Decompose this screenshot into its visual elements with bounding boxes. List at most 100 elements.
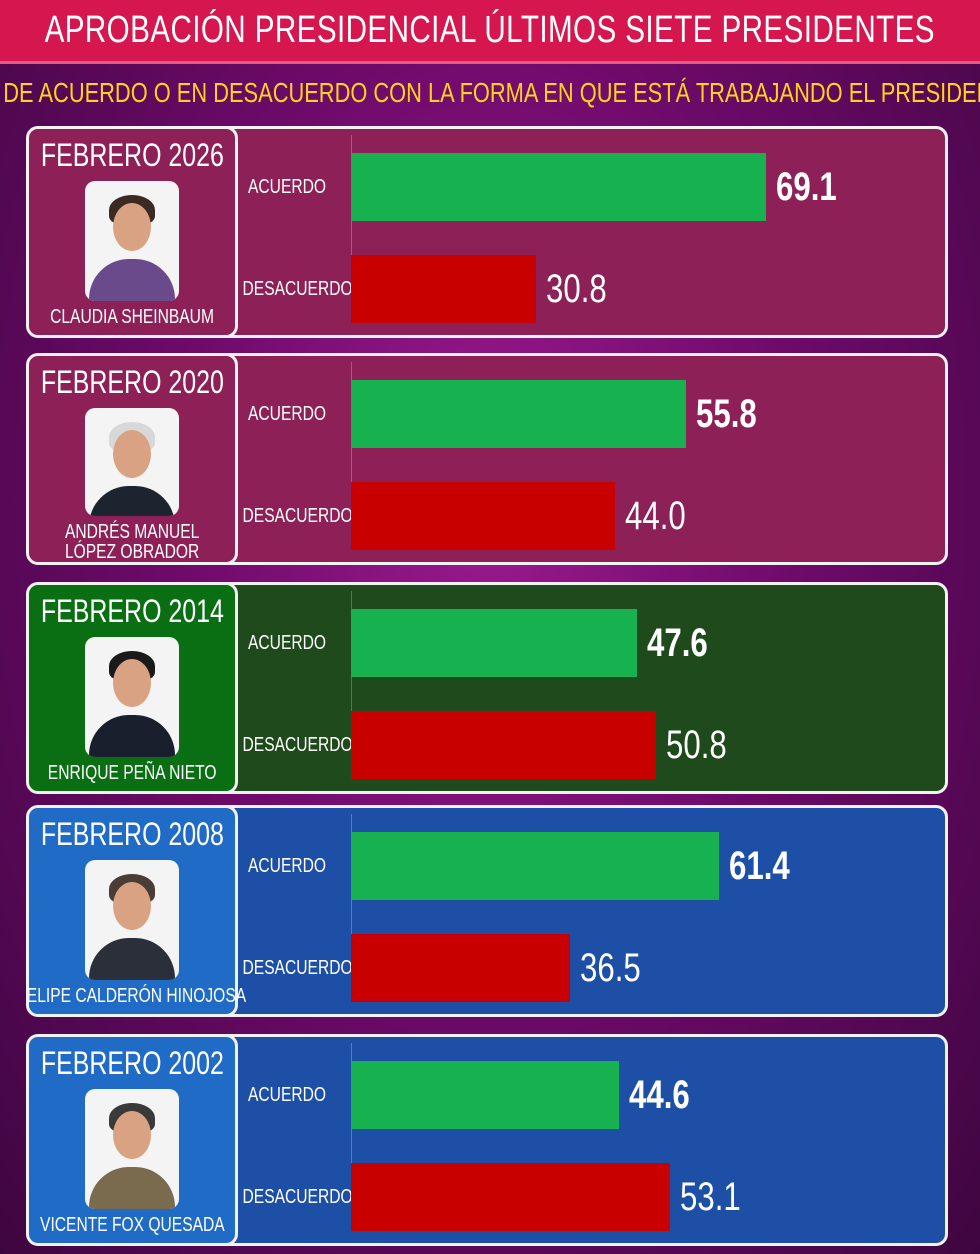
photo-body <box>89 938 175 980</box>
panel-date: FEBRERO 2014 <box>29 591 249 631</box>
value-axis <box>351 1043 352 1229</box>
president-name-line: LÓPEZ OBRADOR <box>46 542 218 562</box>
value-axis <box>351 591 352 777</box>
value-axis <box>351 362 352 548</box>
data-label-text: 69.1 <box>775 165 837 209</box>
president-name-line: ANDRÉS MANUEL <box>46 522 218 542</box>
category-label-acuerdo: ACUERDO <box>227 399 347 429</box>
data-label-acuerdo: 61.4 <box>729 832 807 900</box>
president-name: VICENTE FOX QUESADA <box>29 1214 250 1236</box>
panel-date: FEBRERO 2002 <box>29 1043 249 1083</box>
panel-date-text: FEBRERO 2002 <box>40 1045 224 1081</box>
category-label-acuerdo: ACUERDO <box>227 628 347 658</box>
panel-date-text: FEBRERO 2020 <box>40 364 224 400</box>
value-axis <box>351 135 352 321</box>
photo-head <box>113 430 151 478</box>
category-label-text: DESACUERDO <box>242 505 353 527</box>
category-label-desacuerdo: DESACUERDO <box>227 730 353 760</box>
president-name-text: FELIPE CALDERÓN HINOJOSA <box>26 985 247 1007</box>
data-label-desacuerdo: 44.0 <box>625 482 703 550</box>
panel-date: FEBRERO 2008 <box>29 814 249 854</box>
category-label-text: ACUERDO <box>247 632 326 654</box>
president-name-line: FELIPE CALDERÓN HINOJOSA <box>26 985 279 1007</box>
chart-title: APROBACIÓN PRESIDENCIAL ÚLTIMOS SIETE PR… <box>44 9 936 51</box>
president-card: FEBRERO 2020 ANDRÉS MANUEL LÓPEZ OBRADOR <box>29 356 238 562</box>
photo-head <box>113 659 151 707</box>
bar-desacuerdo <box>351 711 656 779</box>
title-band: APROBACIÓN PRESIDENCIAL ÚLTIMOS SIETE PR… <box>0 0 980 64</box>
photo-head <box>113 882 151 930</box>
president-card: FEBRERO 2014 ENRIQUE PEÑA NIETO <box>29 585 240 791</box>
president-name-text: ENRIQUE PEÑA NIETO <box>47 762 217 784</box>
bar-acuerdo <box>351 832 720 900</box>
bar-acuerdo <box>351 153 766 221</box>
data-label-desacuerdo: 36.5 <box>580 934 658 1002</box>
data-label-text: 55.8 <box>695 392 757 436</box>
data-label-text: 44.6 <box>628 1073 690 1117</box>
category-label-desacuerdo: DESACUERDO <box>227 274 353 304</box>
president-name-line: ENRIQUE PEÑA NIETO <box>29 762 240 784</box>
data-label-text: 53.1 <box>679 1175 741 1219</box>
bar-desacuerdo <box>351 255 536 323</box>
category-label-acuerdo: ACUERDO <box>227 172 347 202</box>
data-label-text: 61.4 <box>729 844 791 888</box>
president-photo <box>85 408 179 516</box>
president-photo <box>85 637 179 757</box>
category-label-desacuerdo: DESACUERDO <box>227 501 353 531</box>
category-label-text: DESACUERDO <box>242 957 353 979</box>
category-label-text: ACUERDO <box>247 1084 326 1106</box>
president-card: FEBRERO 2008 FELIPE CALDERÓN HINOJOSA <box>29 808 246 1014</box>
category-label-acuerdo: ACUERDO <box>227 851 347 881</box>
president-name-text: VICENTE FOX QUESADA <box>39 1214 225 1236</box>
photo-body <box>89 486 175 516</box>
data-label-text: 44.0 <box>625 494 686 538</box>
president-photo <box>85 181 179 301</box>
president-panel: FEBRERO 2020 ANDRÉS MANUEL LÓPEZ OBRADOR AC… <box>26 353 948 565</box>
panel-date-text: FEBRERO 2014 <box>40 593 224 629</box>
bar-desacuerdo <box>351 1163 670 1231</box>
president-name: CLAUDIA SHEINBAUM <box>29 306 237 328</box>
category-label-text: ACUERDO <box>247 855 326 877</box>
data-label-acuerdo: 69.1 <box>776 153 854 221</box>
president-photo <box>85 1089 179 1209</box>
president-panel: FEBRERO 2008 FELIPE CALDERÓN HINOJOSA ACUE… <box>26 805 948 1017</box>
category-label-acuerdo: ACUERDO <box>227 1080 347 1110</box>
photo-body <box>89 715 175 757</box>
panel-date: FEBRERO 2026 <box>29 135 249 175</box>
bar-desacuerdo <box>351 482 615 550</box>
data-label-acuerdo: 47.6 <box>647 609 725 677</box>
data-label-acuerdo: 55.8 <box>696 380 774 448</box>
bar-desacuerdo <box>351 934 570 1002</box>
panel-date: FEBRERO 2020 <box>29 362 249 402</box>
data-label-desacuerdo: 50.8 <box>666 711 744 779</box>
value-axis <box>351 814 352 1000</box>
president-card: FEBRERO 2026 CLAUDIA SHEINBAUM <box>29 129 238 335</box>
president-name-text: LÓPEZ OBRADOR <box>64 541 200 563</box>
data-label-desacuerdo: 53.1 <box>680 1163 758 1231</box>
data-label-text: 47.6 <box>646 621 708 665</box>
president-name: FELIPE CALDERÓN HINOJOSA <box>26 985 279 1007</box>
category-label-desacuerdo: DESACUERDO <box>227 953 353 983</box>
photo-head <box>113 203 151 251</box>
photo-body <box>89 1167 175 1209</box>
president-photo <box>85 860 179 980</box>
category-label-text: DESACUERDO <box>242 734 353 756</box>
category-label-text: ACUERDO <box>247 176 326 198</box>
data-label-text: 50.8 <box>665 723 727 767</box>
president-name-line: CLAUDIA SHEINBAUM <box>29 306 237 328</box>
data-label-text: 30.8 <box>545 267 607 311</box>
president-name-line: VICENTE FOX QUESADA <box>29 1214 250 1236</box>
president-panel: FEBRERO 2014 ENRIQUE PEÑA NIETO ACUERDO 47.… <box>26 582 948 794</box>
president-name-text: CLAUDIA SHEINBAUM <box>50 306 214 328</box>
president-name-text: ANDRÉS MANUEL <box>64 521 200 543</box>
category-label-text: DESACUERDO <box>242 1186 353 1208</box>
bar-acuerdo <box>351 1061 619 1129</box>
subtitle-band: ¿ESTÁ DE ACUERDO O EN DESACUERDO CON LA … <box>0 70 980 116</box>
president-panel: FEBRERO 2026 CLAUDIA SHEINBAUM ACUERDO 69.1… <box>26 126 948 338</box>
bar-acuerdo <box>351 380 686 448</box>
president-name: ANDRÉS MANUEL LÓPEZ OBRADOR <box>46 522 218 562</box>
data-label-desacuerdo: 30.8 <box>546 255 624 323</box>
bar-acuerdo <box>351 609 637 677</box>
panel-date-text: FEBRERO 2008 <box>40 816 224 852</box>
photo-head <box>113 1111 151 1159</box>
